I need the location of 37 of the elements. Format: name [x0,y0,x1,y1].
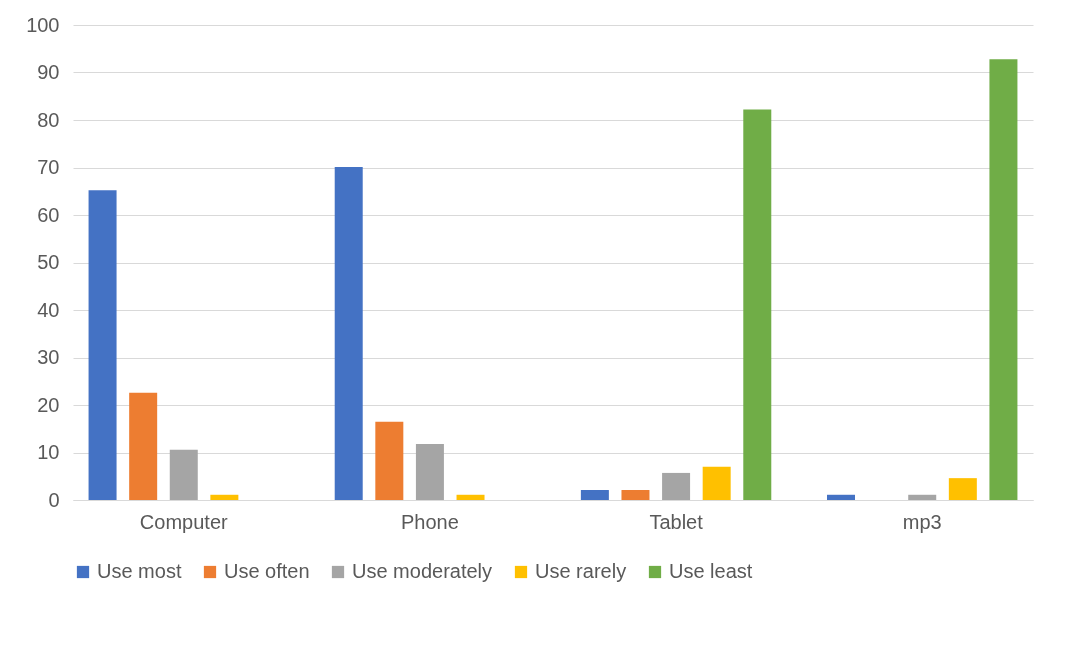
y-tick-label: 40 [37,298,60,321]
bar [621,490,650,500]
bar [827,494,856,500]
bar [169,449,198,500]
x-tick-label: mp3 [902,510,942,533]
bar [210,494,239,500]
y-tick-label: 100 [26,13,60,36]
y-tick-label: 70 [37,156,60,178]
x-tick-label: Computer [139,510,229,533]
bar [88,190,117,500]
y-tick-label: 10 [37,441,60,463]
bar [129,392,158,500]
bar [948,478,977,500]
y-tick-label: 0 [48,488,60,511]
y-tick-label: 60 [37,203,60,226]
bar [908,494,937,500]
legend-label: Use often [224,560,310,582]
bar [702,466,731,500]
x-tick-label: Phone [401,510,459,533]
bar [989,59,1018,500]
bar [662,472,691,500]
x-tick-label: Tablet [649,510,704,533]
y-tick-label: 30 [37,346,60,368]
legend-label: Use rarely [535,560,627,582]
bar [415,443,444,500]
bar [743,109,772,500]
legend-label: Use least [669,560,753,582]
y-tick-label: 90 [37,61,60,83]
y-tick-label: 50 [37,251,60,273]
y-tick-label: 80 [37,108,60,131]
bar [580,490,609,500]
bar [334,167,363,500]
legend-label: Use moderately [352,560,493,582]
legend-label: Use most [97,560,182,582]
bar [456,494,485,500]
y-tick-label: 20 [37,393,60,416]
bar [375,421,404,500]
